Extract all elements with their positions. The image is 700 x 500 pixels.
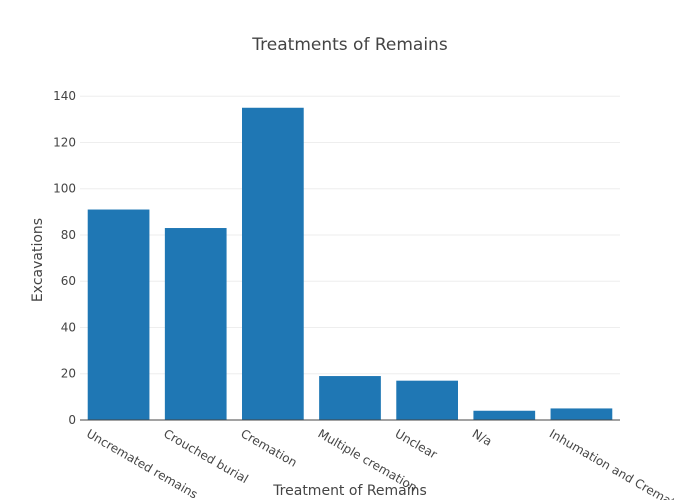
bar-inhumation-and-cremation[interactable] (550, 408, 613, 420)
x-tick-label: Inhumation and Cremation (547, 426, 693, 500)
y-tick-label: 40 (61, 320, 76, 334)
y-tick-label: 80 (61, 228, 76, 242)
y-axis-ticks: 0 20 40 60 80 100 120 140 (53, 89, 76, 427)
bar-n-a[interactable] (473, 410, 536, 420)
x-tick-label: Unclear (393, 426, 440, 461)
bar-unclear[interactable] (396, 380, 458, 420)
bars (87, 107, 613, 421)
grid-lines (80, 95, 620, 375)
x-axis-title: Treatment of Remains (272, 483, 427, 499)
x-tick-label: N/a (470, 426, 495, 448)
bar-crouched-burial[interactable] (164, 228, 227, 420)
bar-uncremated-remains[interactable] (87, 209, 150, 420)
y-axis-title: Excavations (30, 218, 46, 302)
bar-multiple-cremation[interactable] (319, 376, 381, 420)
y-tick-label: 20 (61, 367, 76, 381)
x-tick-label: Cremation (238, 426, 299, 469)
y-tick-label: 60 (61, 274, 76, 288)
y-tick-label: 140 (53, 89, 76, 103)
bar-cremation[interactable] (242, 107, 304, 421)
y-tick-label: 100 (53, 182, 76, 196)
y-tick-label: 120 (53, 135, 76, 149)
chart-title: Treatments of Remains (251, 35, 448, 55)
y-tick-label: 0 (68, 413, 76, 427)
